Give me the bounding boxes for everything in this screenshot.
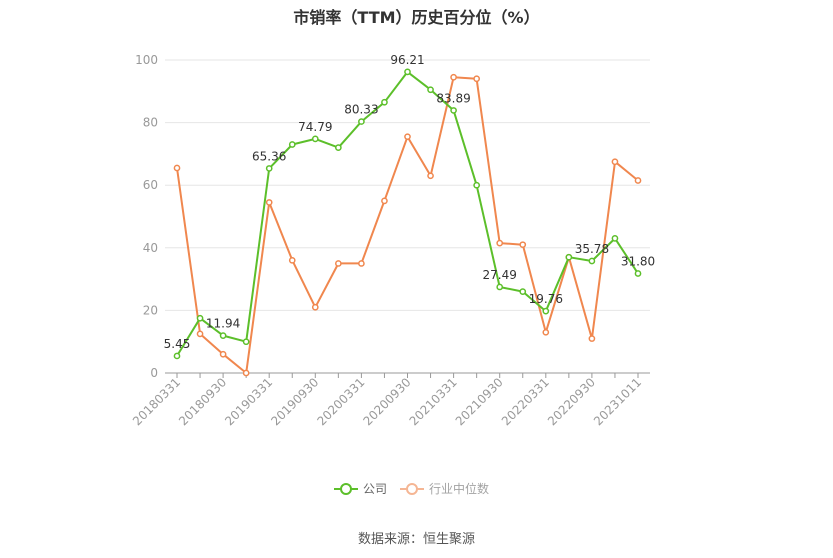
legend-marker	[406, 483, 418, 495]
data-point	[565, 253, 573, 261]
data-point	[358, 118, 365, 125]
legend-item: 行业中位数	[400, 481, 489, 496]
data-point	[288, 141, 296, 148]
data-label: 35.78	[575, 242, 609, 256]
y-tick-label: 40	[143, 241, 158, 255]
data-labels: 5.45 11.94 65.36 74.79 80.33 96.21 83.89 27.49 1…	[164, 53, 656, 351]
x-tick-label: 20210331	[407, 375, 460, 428]
data-point	[335, 260, 342, 267]
data-label: 80.33	[344, 103, 378, 117]
data-point	[427, 86, 434, 94]
y-tick-label: 0	[150, 366, 158, 380]
data-label: 5.45	[164, 337, 191, 351]
data-point	[196, 330, 204, 338]
y-axis: 0 20 40 60 80 100	[135, 53, 158, 380]
x-tick-label: 20220331	[499, 375, 552, 428]
data-point	[358, 260, 365, 267]
series-line-company	[176, 70, 639, 357]
data-point	[265, 165, 273, 172]
data-point	[634, 177, 642, 184]
data-label: 27.49	[483, 268, 517, 282]
x-tick-label: 20180930	[176, 375, 229, 428]
data-label: 65.36	[252, 149, 286, 163]
x-tick-label: 20190930	[268, 375, 321, 428]
data-point	[588, 335, 596, 342]
x-tick-label: 20210930	[453, 375, 506, 428]
data-label: 74.79	[298, 120, 332, 134]
data-point	[311, 135, 319, 143]
data-point	[381, 98, 388, 106]
data-point	[634, 270, 642, 277]
legend-label: 公司	[363, 482, 387, 496]
data-point	[519, 241, 527, 249]
data-source: 数据来源：恒生聚源	[357, 532, 475, 547]
chart-title: 市销率（TTM）历史百分位（%）	[293, 8, 540, 27]
series-lines	[173, 68, 642, 377]
data-point	[265, 199, 273, 206]
data-point	[427, 172, 434, 180]
data-label: 96.21	[390, 53, 424, 67]
data-point	[519, 288, 527, 295]
data-point	[611, 235, 619, 242]
data-point	[196, 314, 204, 322]
data-point	[242, 338, 250, 346]
y-tick-label: 60	[143, 178, 158, 192]
data-label: 31.80	[621, 254, 655, 268]
y-tick-label: 20	[143, 303, 158, 317]
gridlines	[165, 59, 650, 311]
x-tick-label: 20231011	[591, 375, 644, 428]
data-point	[173, 352, 181, 360]
data-point	[404, 133, 411, 141]
data-label: 19.76	[529, 292, 563, 306]
data-point	[496, 283, 504, 291]
data-point	[496, 239, 504, 247]
data-point	[288, 256, 296, 264]
data-point	[450, 73, 457, 81]
x-tick-label: 20200930	[361, 375, 414, 428]
x-tick-label: 20200331	[314, 375, 367, 428]
y-tick-label: 100	[135, 53, 158, 67]
data-point	[473, 181, 480, 189]
data-point	[542, 307, 550, 315]
x-axis: 2018033120180930201903312019093020200331…	[130, 372, 650, 428]
data-point	[242, 369, 250, 377]
data-point	[450, 107, 457, 114]
data-label: 11.94	[206, 317, 240, 331]
x-tick-label: 20180331	[130, 375, 183, 428]
data-point	[473, 75, 480, 83]
y-tick-label: 80	[143, 116, 158, 130]
data-point	[381, 197, 388, 205]
legend: 公司 行业中位数	[334, 481, 489, 496]
data-point	[311, 303, 319, 311]
x-tick-label: 20190331	[222, 375, 275, 428]
data-point	[173, 164, 181, 172]
data-point	[542, 328, 550, 336]
data-point	[611, 158, 619, 166]
data-point	[219, 350, 227, 358]
x-tick-label: 20220930	[545, 375, 598, 428]
data-point	[335, 144, 342, 151]
data-label: 83.89	[436, 91, 470, 105]
legend-item: 公司	[334, 482, 387, 496]
data-point	[404, 68, 411, 76]
series-line-industry-median	[176, 76, 639, 374]
legend-marker	[340, 483, 352, 495]
legend-label: 行业中位数	[429, 481, 489, 496]
data-point	[219, 332, 227, 339]
data-point	[588, 257, 596, 265]
